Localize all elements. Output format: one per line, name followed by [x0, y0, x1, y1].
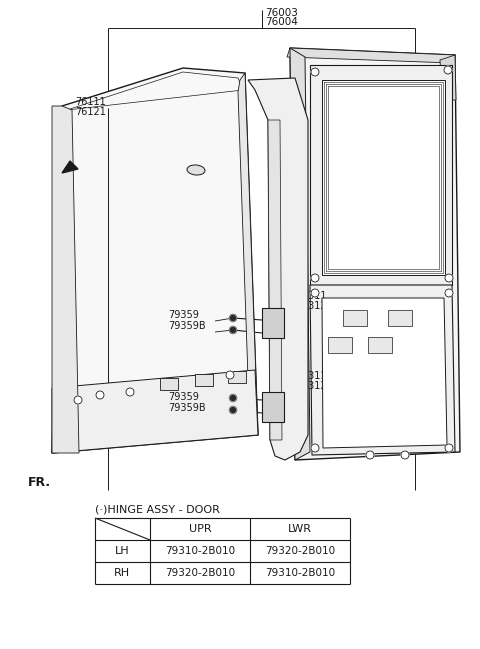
Text: 76111: 76111: [75, 97, 106, 107]
Text: LH: LH: [115, 546, 129, 556]
Circle shape: [311, 68, 319, 76]
Circle shape: [229, 326, 237, 334]
Text: 76004: 76004: [265, 17, 298, 27]
Circle shape: [229, 395, 237, 402]
Polygon shape: [322, 298, 447, 448]
Text: 79359B: 79359B: [168, 321, 205, 331]
Bar: [262, 308, 284, 338]
Circle shape: [445, 444, 453, 452]
Bar: [195, 374, 213, 386]
Circle shape: [126, 388, 134, 396]
Circle shape: [311, 274, 319, 282]
Polygon shape: [238, 73, 258, 435]
Bar: [328, 337, 352, 353]
Ellipse shape: [187, 165, 205, 175]
Text: LWR: LWR: [288, 524, 312, 534]
Text: (·) 79311: (·) 79311: [282, 290, 326, 300]
Polygon shape: [52, 106, 79, 453]
Text: 76121: 76121: [75, 107, 106, 117]
Circle shape: [401, 451, 409, 459]
Bar: [262, 392, 284, 422]
Circle shape: [444, 66, 452, 74]
Text: (·) 79312: (·) 79312: [282, 300, 326, 310]
Polygon shape: [62, 161, 78, 173]
Bar: [388, 310, 412, 326]
Polygon shape: [310, 65, 452, 285]
Text: (·) 79312: (·) 79312: [282, 380, 326, 390]
Text: 79359: 79359: [168, 392, 199, 402]
Bar: [160, 378, 178, 390]
Polygon shape: [440, 55, 456, 100]
Polygon shape: [290, 48, 310, 460]
Circle shape: [74, 396, 82, 404]
Circle shape: [445, 289, 453, 297]
Polygon shape: [287, 48, 455, 63]
Polygon shape: [268, 120, 282, 440]
Circle shape: [311, 289, 319, 297]
Text: UPR: UPR: [189, 524, 211, 534]
Polygon shape: [322, 80, 445, 275]
Bar: [343, 310, 367, 326]
Polygon shape: [248, 78, 308, 460]
Text: (·) 79311: (·) 79311: [282, 370, 326, 380]
Text: (·)HINGE ASSY - DOOR: (·)HINGE ASSY - DOOR: [95, 505, 220, 515]
Circle shape: [445, 274, 453, 282]
Polygon shape: [52, 370, 258, 453]
Text: 79320-2B010: 79320-2B010: [165, 568, 235, 578]
Circle shape: [229, 315, 237, 321]
Text: 79320-2B010: 79320-2B010: [265, 546, 335, 556]
Bar: [368, 337, 392, 353]
Polygon shape: [310, 285, 455, 455]
Text: 76003: 76003: [265, 8, 298, 18]
Circle shape: [311, 444, 319, 452]
Text: RH: RH: [114, 568, 130, 578]
Bar: [228, 371, 246, 383]
Polygon shape: [52, 68, 258, 453]
Circle shape: [366, 451, 374, 459]
Circle shape: [226, 371, 234, 379]
Text: 79310-2B010: 79310-2B010: [165, 546, 235, 556]
Polygon shape: [290, 48, 460, 460]
Text: 79359B: 79359B: [168, 403, 205, 413]
Circle shape: [96, 391, 104, 399]
Text: 79359: 79359: [168, 310, 199, 320]
Circle shape: [229, 406, 237, 413]
Text: FR.: FR.: [28, 476, 51, 489]
Text: 79310-2B010: 79310-2B010: [265, 568, 335, 578]
